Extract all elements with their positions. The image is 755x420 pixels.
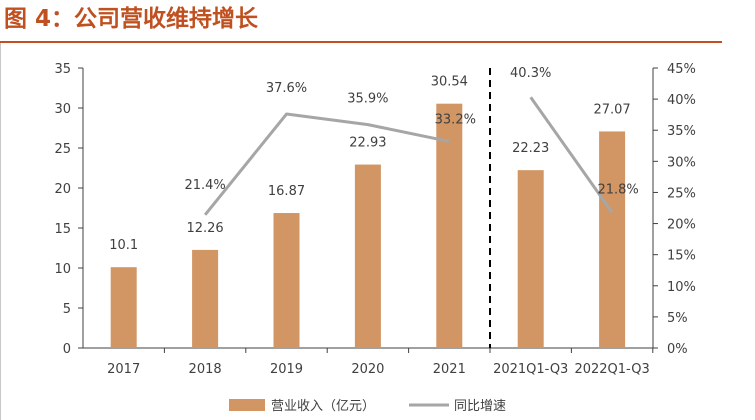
revenue-growth-chart: 0 5 10 15 20 25 30 35 0% 5% 10% 15% 20% 25% 30% 35% 40% 4… [54, 62, 696, 414]
y-left-tick-label: 30 [54, 102, 71, 117]
legend-label-revenue: 营业收入（亿元） [271, 399, 375, 414]
revenue-data-label: 22.23 [512, 141, 549, 156]
growth-data-label: 35.9% [347, 92, 388, 107]
revenue-data-label: 12.26 [186, 221, 223, 236]
y-right-tick-label: 40% [667, 93, 696, 108]
revenue-data-label: 22.93 [349, 136, 386, 151]
revenue-bar [354, 164, 381, 348]
revenue-data-label: 27.07 [593, 102, 630, 117]
x-tick-label: 2022Q1-Q3 [574, 362, 649, 377]
x-tick-label: 2019 [270, 362, 303, 377]
y-right-tick-label: 25% [667, 186, 696, 201]
x-tick-label: 2017 [107, 362, 140, 377]
growth-data-label: 33.2% [435, 112, 476, 127]
figure-title: 图 4：公司营收维持增长 [4, 6, 259, 32]
y-left-tick-label: 5 [63, 302, 71, 317]
x-tick-label: 2021 [433, 362, 466, 377]
growth-data-label: 37.6% [266, 81, 307, 96]
y-right-tick-label: 0% [667, 342, 688, 357]
revenue-bar [192, 249, 219, 348]
y-right-tick-label: 5% [667, 311, 688, 326]
growth-data-label: 40.3% [510, 66, 551, 81]
revenue-bar [273, 213, 300, 348]
title-divider [0, 41, 722, 43]
growth-line [203, 112, 450, 216]
legend-label-growth: 同比增速 [454, 399, 506, 414]
y-right-tick-label: 35% [667, 124, 696, 139]
revenue-bar [110, 267, 137, 348]
growth-line [529, 96, 614, 214]
y-left-tick-label: 0 [63, 342, 71, 357]
revenue-data-label: 16.87 [268, 184, 305, 199]
y-right-tick-label: 15% [667, 249, 696, 264]
growth-data-label: 21.4% [184, 178, 225, 193]
y-left-tick-label: 15 [54, 222, 71, 237]
y-left-tick-label: 10 [54, 262, 71, 277]
growth-data-label: 21.8% [597, 182, 638, 197]
y-right-tick-label: 10% [667, 280, 696, 295]
x-tick-label: 2020 [351, 362, 384, 377]
y-left-tick-label: 20 [54, 182, 71, 197]
revenue-bar [517, 170, 544, 348]
revenue-bar [436, 103, 463, 349]
y-left-tick-label: 25 [54, 142, 71, 157]
y-left-tick-label: 35 [54, 62, 71, 77]
revenue-bar [599, 131, 626, 348]
y-right-tick-label: 30% [667, 155, 696, 170]
y-right-tick-label: 20% [667, 218, 696, 233]
revenue-data-label: 30.54 [431, 75, 468, 90]
chart-frame: 0 5 10 15 20 25 30 35 0% 5% 10% 15% 20% 25% 30% 35% 40% 4… [0, 43, 722, 420]
legend-swatch-revenue [229, 399, 265, 411]
revenue-data-label: 10.1 [109, 238, 138, 253]
x-tick-label: 2018 [189, 362, 222, 377]
y-right-tick-label: 45% [667, 62, 696, 77]
x-tick-label: 2021Q1-Q3 [493, 362, 568, 377]
